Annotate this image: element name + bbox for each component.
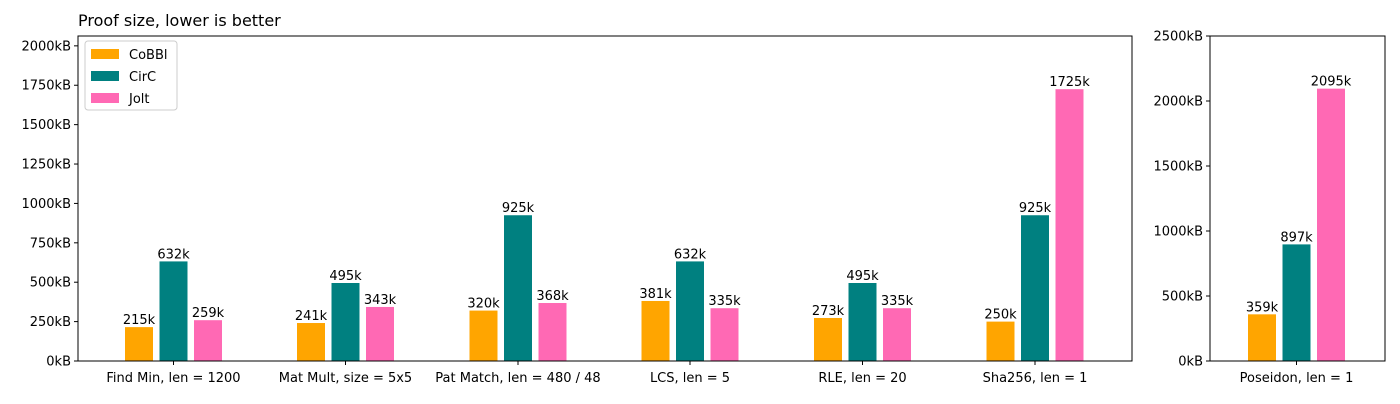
bar-circ — [848, 283, 877, 361]
y-tick-label: 2500kB — [1153, 30, 1203, 45]
bar-value-label: 2095k — [1311, 75, 1352, 90]
y-tick-label: 250kB — [30, 315, 71, 330]
y-tick-label: 500kB — [1162, 290, 1203, 305]
x-tick-label: LCS, len = 5 — [650, 371, 730, 386]
y-tick-label: 1500kB — [21, 118, 71, 133]
x-tick-label: Poseidon, len = 1 — [1240, 371, 1354, 386]
bar-value-label: 320k — [467, 297, 500, 312]
legend-swatch-circ — [91, 71, 119, 81]
y-tick-label: 2000kB — [21, 39, 71, 54]
bar-cobbl — [125, 327, 153, 361]
chart-title: Proof size, lower is better — [78, 11, 281, 30]
y-tick-label: 1750kB — [21, 79, 71, 94]
bar-circ — [331, 283, 360, 361]
bar-jolt — [1055, 89, 1084, 361]
y-tick-label: 1500kB — [1153, 160, 1203, 175]
bar-circ — [1282, 244, 1311, 361]
y-tick-label: 1000kB — [21, 197, 71, 212]
bar-jolt — [194, 320, 222, 361]
bar-circ — [159, 261, 188, 361]
x-tick-label: Find Min, len = 1200 — [106, 371, 240, 386]
legend-swatch-jolt — [91, 93, 119, 103]
bar-jolt — [538, 303, 567, 361]
bar-value-label: 632k — [157, 247, 190, 262]
bar-value-label: 632k — [674, 247, 707, 262]
bar-jolt — [883, 308, 911, 361]
y-tick-label: 2000kB — [1153, 95, 1203, 110]
bar-value-label: 368k — [536, 289, 569, 304]
bar-value-label: 343k — [364, 293, 397, 308]
x-tick-label: Sha256, len = 1 — [983, 371, 1088, 386]
bar-value-label: 1725k — [1049, 75, 1090, 90]
legend-label-jolt: Jolt — [128, 92, 150, 107]
bar-value-label: 241k — [295, 309, 328, 324]
bar-value-label: 897k — [1280, 230, 1313, 245]
bar-value-label: 381k — [639, 287, 672, 302]
x-tick-label: RLE, len = 20 — [818, 371, 906, 386]
bar-cobbl — [297, 323, 325, 361]
bar-value-label: 495k — [846, 269, 879, 284]
x-tick-label: Pat Match, len = 480 / 48 — [435, 371, 600, 386]
y-tick-label: 1000kB — [1153, 225, 1203, 240]
bar-cobbl — [986, 321, 1015, 361]
bar-value-label: 495k — [329, 269, 362, 284]
legend-label-circ: CirC — [129, 70, 156, 85]
axes-frame — [1209, 35, 1386, 362]
bar-cobbl — [641, 300, 670, 361]
bar-circ — [504, 215, 532, 361]
bar-circ — [676, 261, 704, 361]
bar-value-label: 359k — [1246, 300, 1279, 315]
bar-value-label: 925k — [1019, 201, 1052, 216]
bar-value-label: 273k — [812, 304, 845, 319]
bar-cobbl — [469, 310, 498, 361]
x-tick-label: Mat Mult, size = 5x5 — [279, 371, 412, 386]
bar-jolt — [1317, 88, 1345, 362]
y-tick-label: 0kB — [46, 355, 71, 370]
bar-jolt — [366, 306, 394, 361]
y-tick-label: 0kB — [1178, 355, 1203, 370]
bar-value-label: 259k — [192, 306, 225, 321]
bar-cobbl — [1248, 314, 1276, 361]
bar-value-label: 335k — [708, 294, 741, 309]
y-tick-label: 750kB — [30, 236, 71, 251]
bar-circ — [1021, 215, 1049, 361]
bar-cobbl — [814, 317, 842, 361]
legend-label-cobbl: CoBBl — [129, 48, 167, 63]
bar-value-label: 925k — [502, 201, 535, 216]
y-tick-label: 1250kB — [21, 158, 71, 173]
bar-value-label: 335k — [881, 294, 914, 309]
y-tick-label: 500kB — [30, 276, 71, 291]
bar-value-label: 250k — [984, 308, 1017, 323]
legend-swatch-cobbl — [91, 49, 119, 59]
bar-jolt — [710, 308, 739, 361]
bar-value-label: 215k — [123, 313, 156, 328]
axes-frame — [77, 35, 1133, 362]
